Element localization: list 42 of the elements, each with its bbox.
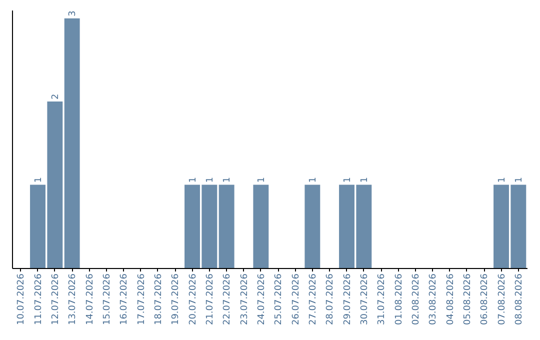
data-label: 1: [360, 177, 370, 183]
x-tick-label: 22.07.2026: [222, 273, 233, 326]
data-label: 1: [188, 177, 198, 183]
x-tick-label: 27.07.2026: [308, 273, 318, 326]
x-tick-label: 07.08.2026: [497, 273, 508, 326]
data-label: 2: [50, 94, 61, 100]
x-tick-label: 02.08.2026: [411, 273, 422, 326]
x-tick-label: 04.08.2026: [446, 273, 456, 326]
x-tick-label: 03.08.2026: [428, 273, 439, 326]
data-label: 1: [256, 177, 267, 183]
data-label: 1: [205, 177, 216, 183]
data-label: 1: [514, 177, 524, 183]
x-tick-label: 14.07.2026: [85, 273, 96, 326]
x-tick-label: 18.07.2026: [154, 273, 164, 326]
x-tick-label: 23.07.2026: [240, 273, 250, 326]
x-tick-label: 11.07.2026: [34, 273, 44, 326]
data-label: 1: [222, 177, 233, 183]
x-tick-label: 05.08.2026: [462, 273, 473, 326]
x-tick-label: 30.07.2026: [360, 273, 370, 326]
data-label: 3: [68, 10, 78, 16]
x-tick-label: 06.08.2026: [480, 273, 490, 326]
x-tick-label: 13.07.2026: [68, 273, 78, 326]
x-tick-label: 16.07.2026: [120, 273, 130, 326]
x-tick-label: 21.07.2026: [205, 273, 216, 326]
x-tick-label: 08.08.2026: [514, 273, 524, 326]
data-label: 1: [34, 177, 44, 183]
data-label: 1: [342, 177, 353, 183]
x-tick-label: 29.07.2026: [342, 273, 353, 326]
x-tick-label: 28.07.2026: [326, 273, 336, 326]
x-tick-label: 15.07.2026: [102, 273, 112, 326]
x-tick-label: 24.07.2026: [256, 273, 267, 326]
x-tick-label: 19.07.2026: [171, 273, 182, 326]
x-tick-label: 20.07.2026: [188, 273, 198, 326]
data-label: 1: [497, 177, 508, 183]
x-tick-label: 12.07.2026: [50, 273, 61, 326]
x-tick-label: 26.07.2026: [291, 273, 302, 326]
x-tick-label: 17.07.2026: [136, 273, 147, 326]
x-tick-label: 25.07.2026: [274, 273, 284, 326]
x-tick-label: 01.08.2026: [394, 273, 404, 326]
x-tick-label: 31.07.2026: [377, 273, 388, 326]
x-tick-label: 10.07.2026: [16, 273, 27, 326]
data-label: 1: [308, 177, 318, 183]
